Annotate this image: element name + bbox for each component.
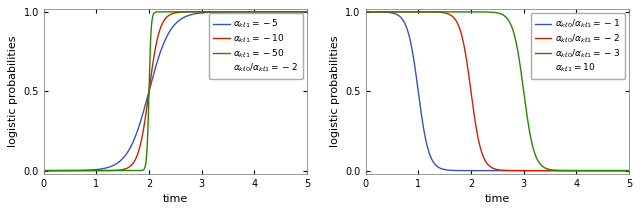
Line: $\alpha_{k\ell 1} = -10$: $\alpha_{k\ell 1} = -10$ — [44, 12, 307, 171]
$\alpha_{k\ell 0}/\alpha_{k\ell 1} = -2$ — [533, 169, 541, 172]
Line: $\alpha_{k\ell 0}/\alpha_{k\ell 1} = -3$: $\alpha_{k\ell 0}/\alpha_{k\ell 1} = -3$ — [365, 12, 629, 171]
$\alpha_{k\ell 1} = -50$ — [257, 11, 264, 13]
Legend: $\alpha_{k\ell 1} = -5$, $\alpha_{k\ell 1} = -10$, $\alpha_{k\ell 1} = -50$, $\a: $\alpha_{k\ell 1} = -5$, $\alpha_{k\ell … — [209, 13, 303, 79]
$\alpha_{k\ell 0}/\alpha_{k\ell 1} = -1$ — [462, 169, 470, 172]
$\alpha_{k\ell 1} = -10$ — [140, 123, 148, 126]
$\alpha_{k\ell 1} = -10$ — [257, 11, 264, 13]
$\alpha_{k\ell 1} = -10$ — [236, 11, 244, 13]
$\alpha_{k\ell 1} = -5$ — [88, 169, 95, 171]
$\alpha_{k\ell 0}/\alpha_{k\ell 1} = -1$ — [410, 56, 417, 58]
Y-axis label: logistic probabilities: logistic probabilities — [8, 35, 18, 147]
$\alpha_{k\ell 1} = -50$ — [140, 167, 148, 170]
$\alpha_{k\ell 1} = -10$ — [40, 169, 47, 172]
$\alpha_{k\ell 1} = -10$ — [198, 11, 205, 13]
Line: $\alpha_{k\ell 1} = -5$: $\alpha_{k\ell 1} = -5$ — [44, 12, 307, 171]
$\alpha_{k\ell 0}/\alpha_{k\ell 1} = -2$ — [558, 169, 566, 172]
$\alpha_{k\ell 1} = -10$ — [211, 11, 219, 13]
$\alpha_{k\ell 1} = -50$ — [211, 11, 219, 13]
$\alpha_{k\ell 1} = -50$ — [40, 169, 47, 172]
Y-axis label: logistic probabilities: logistic probabilities — [330, 35, 340, 147]
$\alpha_{k\ell 0}/\alpha_{k\ell 1} = -2$ — [410, 11, 417, 13]
$\alpha_{k\ell 1} = -5$ — [211, 11, 219, 13]
$\alpha_{k\ell 0}/\alpha_{k\ell 1} = -1$ — [579, 169, 586, 172]
$\alpha_{k\ell 1} = -10$ — [88, 169, 95, 172]
$\alpha_{k\ell 0}/\alpha_{k\ell 1} = -3$ — [558, 169, 566, 172]
$\alpha_{k\ell 0}/\alpha_{k\ell 1} = -2$ — [520, 169, 527, 172]
$\alpha_{k\ell 0}/\alpha_{k\ell 1} = -1$ — [558, 169, 566, 172]
$\alpha_{k\ell 0}/\alpha_{k\ell 1} = -2$ — [462, 57, 470, 59]
$\alpha_{k\ell 1} = -5$ — [40, 169, 47, 172]
$\alpha_{k\ell 0}/\alpha_{k\ell 1} = -3$ — [579, 169, 586, 172]
$\alpha_{k\ell 0}/\alpha_{k\ell 1} = -3$ — [625, 169, 633, 172]
$\alpha_{k\ell 0}/\alpha_{k\ell 1} = -1$ — [362, 11, 369, 13]
$\alpha_{k\ell 0}/\alpha_{k\ell 1} = -3$ — [520, 89, 527, 92]
$\alpha_{k\ell 1} = -50$ — [88, 169, 95, 172]
$\alpha_{k\ell 1} = -50$ — [184, 11, 191, 13]
$\alpha_{k\ell 0}/\alpha_{k\ell 1} = -1$ — [533, 169, 541, 172]
$\alpha_{k\ell 1} = -5$ — [140, 107, 148, 110]
$\alpha_{k\ell 0}/\alpha_{k\ell 1} = -3$ — [462, 11, 470, 13]
Legend: $\alpha_{k\ell 0}/\alpha_{k\ell 1} = -1$, $\alpha_{k\ell 0}/\alpha_{k\ell 1} = -: $\alpha_{k\ell 0}/\alpha_{k\ell 1} = -1$… — [531, 13, 625, 79]
Line: $\alpha_{k\ell 1} = -50$: $\alpha_{k\ell 1} = -50$ — [44, 12, 307, 171]
X-axis label: time: time — [163, 194, 188, 204]
$\alpha_{k\ell 0}/\alpha_{k\ell 1} = -2$ — [625, 169, 633, 172]
$\alpha_{k\ell 1} = -5$ — [236, 11, 244, 13]
X-axis label: time: time — [484, 194, 510, 204]
$\alpha_{k\ell 0}/\alpha_{k\ell 1} = -1$ — [625, 169, 633, 172]
$\alpha_{k\ell 1} = -50$ — [236, 11, 244, 13]
$\alpha_{k\ell 0}/\alpha_{k\ell 1} = -2$ — [362, 11, 369, 13]
Line: $\alpha_{k\ell 0}/\alpha_{k\ell 1} = -2$: $\alpha_{k\ell 0}/\alpha_{k\ell 1} = -2$ — [365, 12, 629, 171]
$\alpha_{k\ell 1} = -5$ — [198, 12, 205, 14]
$\alpha_{k\ell 1} = -10$ — [303, 11, 311, 13]
$\alpha_{k\ell 0}/\alpha_{k\ell 1} = -1$ — [520, 169, 527, 172]
$\alpha_{k\ell 1} = -5$ — [303, 11, 311, 13]
$\alpha_{k\ell 0}/\alpha_{k\ell 1} = -3$ — [410, 11, 417, 13]
$\alpha_{k\ell 1} = -50$ — [198, 11, 205, 13]
Line: $\alpha_{k\ell 0}/\alpha_{k\ell 1} = -1$: $\alpha_{k\ell 0}/\alpha_{k\ell 1} = -1$ — [365, 12, 629, 171]
$\alpha_{k\ell 0}/\alpha_{k\ell 1} = -3$ — [533, 158, 541, 160]
$\alpha_{k\ell 1} = -5$ — [257, 11, 264, 13]
$\alpha_{k\ell 0}/\alpha_{k\ell 1} = -2$ — [579, 169, 586, 172]
$\alpha_{k\ell 0}/\alpha_{k\ell 1} = -3$ — [362, 11, 369, 13]
$\alpha_{k\ell 1} = -50$ — [303, 11, 311, 13]
